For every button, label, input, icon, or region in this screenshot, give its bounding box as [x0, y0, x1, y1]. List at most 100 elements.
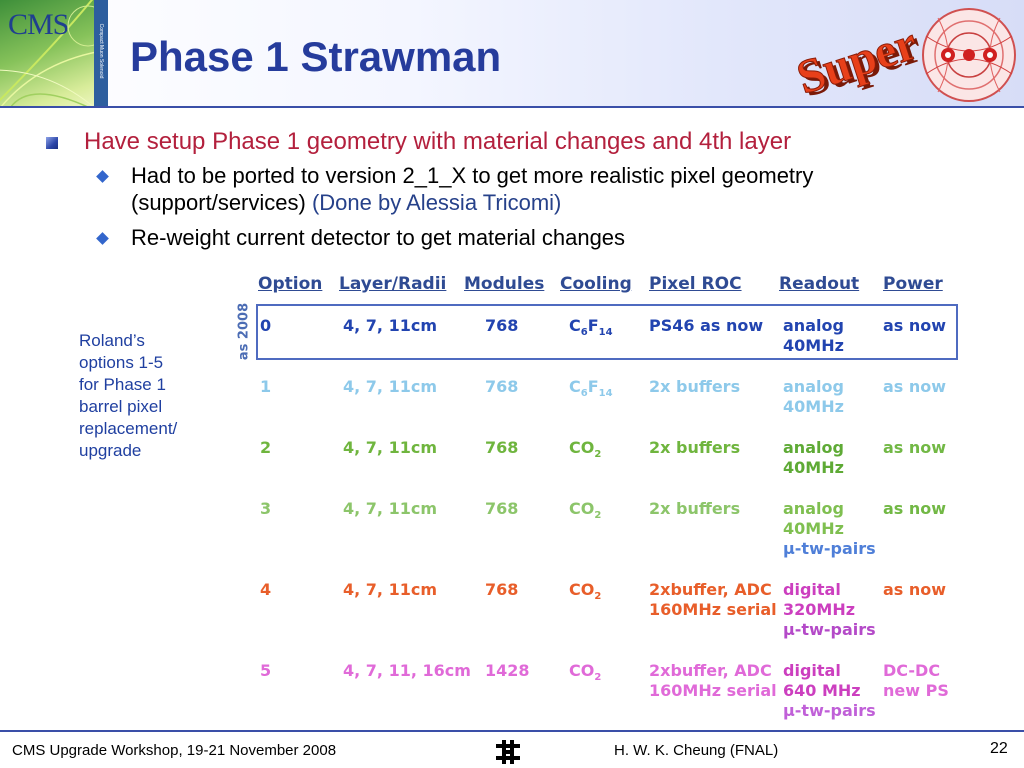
readout-line-2: 40MHz — [783, 519, 844, 538]
table-cell-cool: CO2 — [569, 661, 601, 688]
power-line-2: new PS — [883, 681, 949, 700]
table-cell-cool: CO2 — [569, 499, 601, 526]
table-cell-roc: 2x buffers — [649, 499, 740, 519]
layer-radii-value: 4, 7, 11cm — [343, 316, 437, 335]
sub-bullet-1-line-2: (support/services) — [131, 190, 306, 215]
option-value: 0 — [260, 316, 272, 335]
modules-value: 768 — [485, 316, 519, 335]
power-line-1: DC-DC — [883, 661, 941, 680]
readout-line-2: 640 MHz — [783, 681, 861, 700]
table-cell-mod: 768 — [485, 499, 518, 519]
super-badge-icon: Super Super — [792, 16, 922, 98]
layer-radii-value: 4, 7, 11, 16cm — [343, 661, 471, 680]
table-cell-opt: 3 — [260, 499, 271, 519]
table-cell-mod: 1428 — [485, 661, 530, 681]
table-cell-cool: CO2 — [569, 438, 601, 465]
table-cell-cool: CO2 — [569, 580, 601, 607]
table-cell-opt: 2 — [260, 438, 271, 458]
cooling-formula: CO2 — [569, 661, 601, 688]
slide-title: Phase 1 Strawman — [130, 33, 502, 80]
readout-line-1: analog — [783, 499, 844, 518]
table-cell-layer: 4, 7, 11cm — [343, 377, 437, 397]
option-value: 3 — [260, 499, 272, 518]
diamond-bullet-icon — [96, 232, 109, 245]
layer-radii-value: 4, 7, 11cm — [343, 499, 437, 518]
power-line-1: as now — [883, 377, 947, 396]
footer-event: CMS Upgrade Workshop, 19-21 November 200… — [12, 742, 337, 759]
table-cell-roc: 2xbuffer, ADC 160MHz serial — [649, 580, 777, 620]
pixel-roc-line-1: 2xbuffer, ADC — [649, 580, 772, 599]
table-cell-roc: 2x buffers — [649, 377, 740, 397]
readout-line-1: digital — [783, 661, 841, 680]
option-value: 2 — [260, 438, 272, 457]
slide-number: 22 — [990, 740, 1008, 757]
cooling-main: CO — [569, 580, 595, 599]
table-cell-roc: 2x buffers — [649, 438, 740, 458]
cms-logo-side: Compact Muon Solenoid — [94, 0, 108, 108]
modules-value: 768 — [485, 438, 519, 457]
current-config-box — [256, 304, 958, 360]
table-cell-mod: 768 — [485, 438, 518, 458]
square-bullet-icon — [46, 137, 58, 149]
table-cell-pow: as now — [883, 316, 946, 336]
header-layer-radii: Layer/Radii — [339, 274, 447, 294]
table-cell-read: analog 40MHz — [783, 316, 844, 356]
pixel-roc-line-1: 2x buffers — [649, 377, 741, 396]
power-line-1: as now — [883, 316, 947, 335]
option-value: 1 — [260, 377, 272, 396]
table-cell-mod: 768 — [485, 316, 518, 336]
table-cell-read: analog 40MHz — [783, 377, 844, 417]
table-cell-read: digital 320MHz μ-tw-pairs — [783, 580, 876, 640]
header-modules: Modules — [464, 274, 545, 294]
modules-value: 1428 — [485, 661, 530, 680]
cooling-formula: CO2 — [569, 580, 601, 607]
pixel-roc-line-1: 2xbuffer, ADC — [649, 661, 772, 680]
sub-bullet-1-line-1: Had to be ported to version 2_1_X to get… — [131, 163, 814, 188]
cooling-sub1: 6 — [580, 388, 588, 400]
header-pixel-roc: Pixel ROC — [649, 274, 742, 294]
note-line: Roland’s — [79, 331, 145, 350]
table-cell-pow: as now — [883, 580, 946, 600]
slide-header — [0, 0, 1024, 108]
option-value: 5 — [260, 661, 272, 680]
cooling-main: CO — [569, 438, 595, 457]
cooling-formula: CO2 — [569, 438, 601, 465]
modules-value: 768 — [485, 499, 519, 518]
cms-logo-tracks-icon — [0, 0, 108, 108]
readout-line-2: 40MHz — [783, 458, 844, 477]
cooling-formula: C6F14 — [569, 377, 613, 404]
sub-bullet-1-credit: (Done by Alessia Tricomi) — [311, 190, 562, 215]
collision-event-icon — [922, 8, 1016, 102]
table-cell-pow: DC-DC new PS — [883, 661, 949, 701]
table-cell-layer: 4, 7, 11cm — [343, 499, 437, 519]
note-line: options 1-5 — [79, 353, 164, 372]
cooling-main: C — [569, 316, 581, 335]
pixel-roc-line-2: 160MHz serial — [649, 681, 777, 700]
cooling-sub1: 6 — [580, 327, 588, 339]
options-note: Roland’s options 1-5 for Phase 1 barrel … — [79, 330, 209, 462]
as-2008-text: as 2008 — [236, 302, 252, 361]
readout-line-1: analog — [783, 316, 844, 335]
as-2008-label: as 2008 — [234, 303, 254, 362]
table-cell-layer: 4, 7, 11cm — [343, 438, 437, 458]
super-badge-text: Super — [792, 16, 922, 98]
readout-line-2: 320MHz — [783, 600, 856, 619]
table-cell-roc: PS46 as now — [649, 316, 763, 336]
note-line: replacement/ — [79, 419, 178, 438]
option-value: 4 — [260, 580, 272, 599]
readout-line-2: 40MHz — [783, 336, 844, 355]
pixel-roc-line-1: 2x buffers — [649, 438, 741, 457]
table-cell-read: analog 40MHz μ-tw-pairs — [783, 499, 876, 559]
table-cell-read: analog 40MHz — [783, 438, 844, 478]
note-line: for Phase 1 — [79, 375, 166, 394]
cooling-sub1: 2 — [594, 510, 602, 522]
fermilab-logo-icon — [496, 740, 520, 764]
note-line: barrel pixel — [79, 397, 163, 416]
pixel-roc-line-1: 2x buffers — [649, 499, 741, 518]
note-line: upgrade — [79, 441, 142, 460]
readout-line-2: 40MHz — [783, 397, 844, 416]
cooling-formula: CO2 — [569, 499, 601, 526]
table-cell-opt: 0 — [260, 316, 271, 336]
header-readout: Readout — [779, 274, 860, 294]
table-cell-pow: as now — [883, 499, 946, 519]
